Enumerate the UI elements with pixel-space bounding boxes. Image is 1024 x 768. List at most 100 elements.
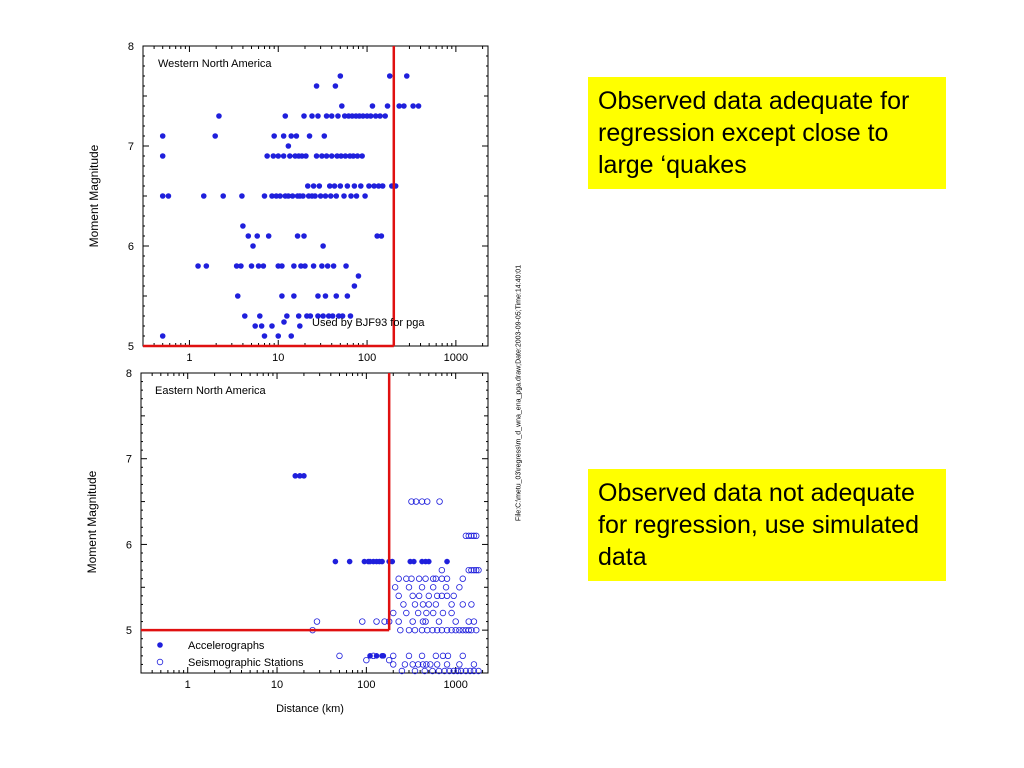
data-point-hollow xyxy=(414,661,422,668)
data-point-hollow xyxy=(424,498,431,505)
data-point-filled xyxy=(264,153,270,159)
data-point-filled xyxy=(280,133,287,139)
data-point-filled xyxy=(375,183,382,189)
data-point-filled xyxy=(301,113,307,119)
data-point-hollow xyxy=(411,667,419,675)
data-point-hollow xyxy=(468,532,475,540)
data-point-hollow xyxy=(468,601,475,608)
data-point-filled xyxy=(212,133,218,139)
data-point-filled xyxy=(362,193,368,199)
data-point-hollow xyxy=(473,532,480,540)
data-point-hollow xyxy=(419,618,427,625)
data-point-filled xyxy=(333,293,340,299)
data-point-hollow xyxy=(432,652,440,660)
data-point-filled xyxy=(289,193,296,199)
data-point-hollow xyxy=(415,575,423,582)
data-point-hollow xyxy=(403,575,410,582)
data-point-hollow xyxy=(359,618,366,625)
data-point-filled xyxy=(238,263,244,269)
data-point-filled xyxy=(351,283,358,289)
data-point-filled xyxy=(302,263,308,269)
data-point-hollow xyxy=(433,626,441,634)
data-point-hollow xyxy=(403,609,410,617)
data-point-hollow xyxy=(456,661,463,668)
data-point-filled xyxy=(220,193,227,199)
data-point-filled xyxy=(306,133,313,139)
data-point-hollow xyxy=(425,592,432,600)
y-tick-label: 7 xyxy=(126,454,132,466)
data-point-filled xyxy=(355,273,362,279)
data-point-filled xyxy=(315,313,321,319)
x-axis-label: Distance (km) xyxy=(276,703,344,715)
data-point-hollow xyxy=(373,618,380,625)
data-point-hollow xyxy=(408,498,415,505)
data-point-hollow xyxy=(448,601,455,608)
data-point-hollow xyxy=(381,618,388,625)
data-point-hollow xyxy=(456,584,463,591)
data-point-filled xyxy=(415,103,422,109)
data-point-hollow xyxy=(436,498,443,505)
data-point-filled xyxy=(277,193,283,199)
data-point-filled xyxy=(367,653,373,659)
data-point-filled xyxy=(320,243,326,249)
file-path-text: File:C:\metu_03\regress\m_d_wna_ena_pga.… xyxy=(515,264,523,522)
data-point-filled xyxy=(389,558,396,565)
data-point-filled xyxy=(313,83,320,89)
data-point-hollow xyxy=(395,592,402,600)
data-point-hollow xyxy=(385,656,393,664)
data-point-filled xyxy=(315,293,321,299)
data-point-filled xyxy=(285,143,292,149)
data-point-hollow xyxy=(390,652,397,660)
data-point-filled xyxy=(258,323,265,329)
y-tick-label: 5 xyxy=(126,625,132,637)
note-observed-adequate: Observed data adequate for regression ex… xyxy=(588,77,946,189)
threshold-lines xyxy=(141,373,391,632)
data-point-filled xyxy=(295,313,302,319)
data-point-filled xyxy=(234,293,241,299)
data-point-filled xyxy=(401,103,407,109)
data-point-hollow xyxy=(433,661,441,668)
data-point-filled xyxy=(288,133,295,139)
data-point-hollow xyxy=(465,532,472,540)
legend-marker-filled xyxy=(157,642,163,648)
data-point-filled xyxy=(279,293,285,299)
data-point-hollow xyxy=(401,661,409,668)
data-point-filled xyxy=(396,103,402,109)
x-tick-label: 100 xyxy=(357,679,375,691)
data-point-filled xyxy=(384,103,391,109)
data-point-hollow xyxy=(459,575,466,582)
data-point-filled xyxy=(351,183,358,189)
data-point-hollow xyxy=(432,601,440,608)
data-point-filled xyxy=(293,133,300,139)
data-point-hollow xyxy=(411,626,419,634)
data-point-filled xyxy=(360,113,366,119)
data-point-hollow xyxy=(429,626,436,634)
data-point-hollow xyxy=(470,667,478,675)
legend-label: Used by BJF93 for pga xyxy=(312,317,425,329)
data-point-filled xyxy=(159,153,166,159)
data-point-filled xyxy=(261,193,268,199)
y-tick-label: 6 xyxy=(126,539,132,551)
data-point-filled xyxy=(282,113,289,119)
tick-group: 1 10 100 1000 5 6 7 8 xyxy=(126,368,488,691)
data-point-filled xyxy=(444,558,450,565)
data-point-filled xyxy=(411,558,417,565)
x-tick-label: 1 xyxy=(186,352,192,364)
data-point-filled xyxy=(339,313,346,319)
data-point-hollow xyxy=(450,592,457,600)
data-point-hollow xyxy=(423,661,430,668)
data-point-hollow xyxy=(422,575,429,582)
data-point-hollow xyxy=(465,618,472,625)
data-point-filled xyxy=(425,558,432,565)
data-point-hollow xyxy=(405,652,413,660)
chart-panel-western: 1 10 100 1000 5 6 7 8 Western North America Mom… xyxy=(87,41,489,364)
data-point-hollow xyxy=(443,626,451,634)
data-point-hollow xyxy=(443,592,451,600)
data-point-filled xyxy=(403,73,410,79)
data-point-filled xyxy=(344,183,351,189)
data-point-filled xyxy=(335,113,341,119)
data-point-filled xyxy=(269,193,275,199)
data-point-hollow xyxy=(429,584,437,591)
data-point-filled xyxy=(357,183,364,189)
data-point-hollow xyxy=(429,609,437,617)
